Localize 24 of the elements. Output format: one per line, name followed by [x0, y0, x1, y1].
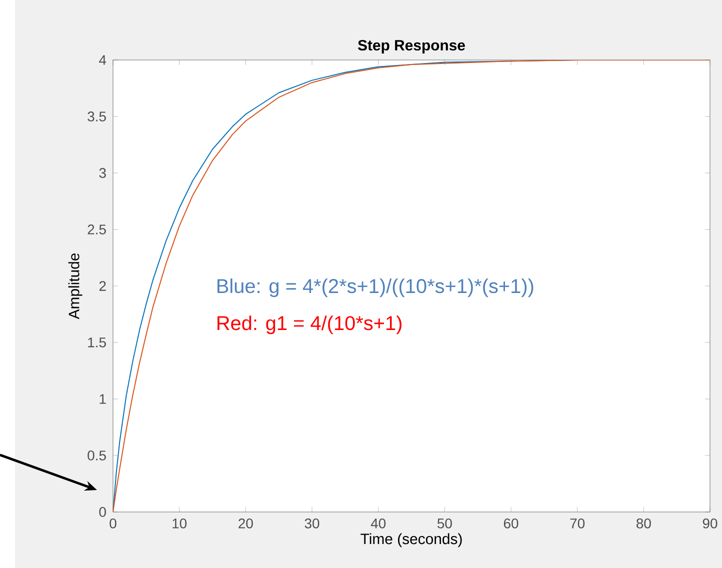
x-tick-label: 40 [370, 518, 386, 528]
chart-title: Step Response [358, 40, 465, 54]
x-tick-label: 70 [570, 518, 585, 528]
x-tick-label: 20 [238, 518, 253, 528]
y-tick-label: 0.5 [88, 450, 106, 460]
x-tick-label: 0 [110, 518, 116, 528]
y-tick-label: 1.5 [88, 338, 106, 348]
y-tick-label: 3.5 [88, 112, 106, 122]
y-tick-label: 2 [99, 281, 106, 291]
y-tick-label: 4 [99, 55, 106, 65]
y-axis-title: Amplitude [68, 253, 82, 320]
x-tick-label: 30 [304, 518, 320, 528]
y-tick-label: 3 [99, 168, 106, 178]
y-tick-label: 0 [99, 507, 106, 517]
x-tick-label: 50 [437, 518, 452, 528]
x-axis-title: Time (seconds) [360, 533, 462, 548]
annotation: Red: g1 = 4/(10*s+1) [218, 316, 402, 334]
x-tick-label: 10 [172, 518, 187, 528]
y-tick-label: 2.5 [88, 224, 106, 234]
y-tick-label: 1 [100, 394, 106, 404]
x-tick-label: 90 [702, 518, 718, 528]
x-tick-label: 80 [636, 518, 651, 528]
annotation: Blue: g = 4*(2*s+1)/((10*s+1)*(s+1)) [218, 278, 534, 298]
x-tick-label: 60 [504, 518, 518, 528]
